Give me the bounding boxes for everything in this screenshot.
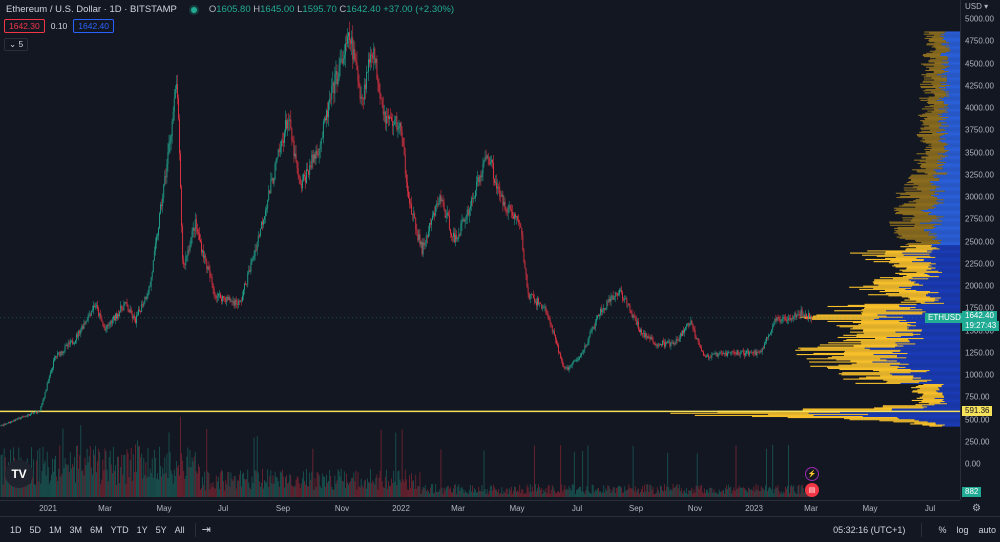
range-all[interactable]: All: [174, 524, 185, 535]
currency-selector[interactable]: USD ▾: [965, 2, 989, 11]
percent-toggle[interactable]: %: [938, 524, 947, 535]
price-tick: 3500.00: [965, 148, 994, 157]
range-ytd[interactable]: YTD: [110, 524, 129, 535]
price-tick: 2500.00: [965, 237, 994, 246]
market-status-icon[interactable]: [190, 6, 197, 13]
time-label: Jul: [571, 504, 583, 513]
log-toggle[interactable]: log: [956, 524, 969, 535]
price-axis[interactable]: USD ▾ 5000.00 4750.00 4500.00 4250.00 4000.0…: [960, 0, 1000, 500]
buy-button[interactable]: 1642.40: [73, 19, 115, 33]
time-label: Sep: [275, 504, 291, 513]
price-tick: 0.00: [965, 459, 981, 469]
time-label: 2023: [745, 504, 763, 513]
price-tick: 3000.00: [965, 192, 994, 202]
time-label: 2022: [392, 504, 410, 513]
time-label: Mar: [451, 504, 465, 513]
price-tick: 2000.00: [965, 281, 994, 291]
symbol-legend: Ethereum / U.S. Dollar · 1D · BITSTAMP O…: [6, 4, 454, 15]
time-label: Sep: [628, 504, 644, 513]
symbol-label-badge: ETHUSD: [925, 312, 964, 323]
auto-toggle[interactable]: auto: [978, 524, 996, 535]
price-tick: 3250.00: [965, 170, 994, 180]
range-1d[interactable]: 1D: [10, 524, 22, 535]
price-tick: 4250.00: [965, 81, 994, 91]
lightning-event-icon[interactable]: ⚡: [805, 467, 819, 481]
price-tick: 1250.00: [965, 348, 994, 358]
price-tick: 5000.00: [965, 14, 994, 24]
price-tick: 2250.00: [965, 259, 994, 269]
sell-button[interactable]: 1642.30: [4, 19, 45, 33]
countdown-badge: 19:27:43: [962, 320, 1000, 331]
hline-price-badge: 591.36: [962, 406, 993, 417]
last-price-badge: 1642.40: [962, 310, 997, 321]
range-1y[interactable]: 1Y: [136, 524, 148, 535]
price-tick: 750.00: [965, 392, 990, 402]
range-3m[interactable]: 3M: [69, 524, 83, 535]
range-5y[interactable]: 5Y: [155, 524, 167, 535]
price-tick: 2750.00: [965, 214, 994, 224]
price-tick: 4750.00: [965, 36, 994, 46]
price-tick: 500.00: [965, 415, 990, 424]
price-tick: 250.00: [965, 437, 990, 447]
ohlc-values: O1605.80 H1645.00 L1595.70 C1642.40 +37.…: [208, 4, 455, 15]
price-tick: 3750.00: [965, 125, 994, 135]
spread-value: 0.10: [50, 21, 68, 31]
divider: [194, 522, 196, 537]
price-tick: 4000.00: [965, 103, 994, 113]
range-5d[interactable]: 5D: [29, 524, 42, 535]
price-tick: 1750.00: [965, 303, 994, 313]
us-flag-event-icon[interactable]: ▤: [805, 483, 819, 497]
time-label: May: [156, 504, 172, 513]
price-tick: 1000.00: [965, 370, 994, 380]
time-label: 2021: [39, 504, 57, 513]
indicators-toggle[interactable]: ⌄ 5: [4, 38, 29, 51]
chart-canvas[interactable]: [0, 0, 960, 500]
time-label: Nov: [687, 504, 703, 513]
price-tick: 4500.00: [965, 59, 994, 68]
time-axis[interactable]: 2021 Mar May Jul Sep Nov 2022 Mar May Jul Sep Nov 20…: [0, 500, 960, 517]
symbol-title[interactable]: Ethereum / U.S. Dollar · 1D · BITSTAMP: [6, 4, 177, 15]
tradingview-logo-icon[interactable]: TV: [5, 460, 33, 488]
price-chart[interactable]: [0, 0, 960, 500]
bottom-toolbar: 1D 5D 1M 3M 6M YTD 1Y 5Y All ⇥ 05:32:16 (UTC+1) …: [0, 516, 1000, 542]
range-6m[interactable]: 6M: [90, 524, 103, 535]
volume-badge: 882: [962, 487, 982, 497]
time-label: Nov: [334, 504, 350, 513]
buy-sell-row: 1642.30 0.10 1642.40: [4, 19, 115, 33]
divider: [921, 522, 923, 537]
settings-gear-icon[interactable]: ⚙: [972, 503, 981, 514]
time-label: Jul: [924, 504, 936, 513]
time-label: Mar: [804, 504, 818, 513]
time-label: May: [509, 504, 525, 513]
time-label: Jul: [217, 504, 229, 513]
time-label: May: [862, 504, 878, 513]
goto-date-icon[interactable]: ⇥: [201, 524, 211, 536]
date-range-buttons: 1D 5D 1M 3M 6M YTD 1Y 5Y All: [6, 525, 189, 535]
time-label: Mar: [98, 504, 112, 513]
clock[interactable]: 05:32:16 (UTC+1): [833, 524, 906, 535]
range-1m[interactable]: 1M: [49, 524, 62, 535]
